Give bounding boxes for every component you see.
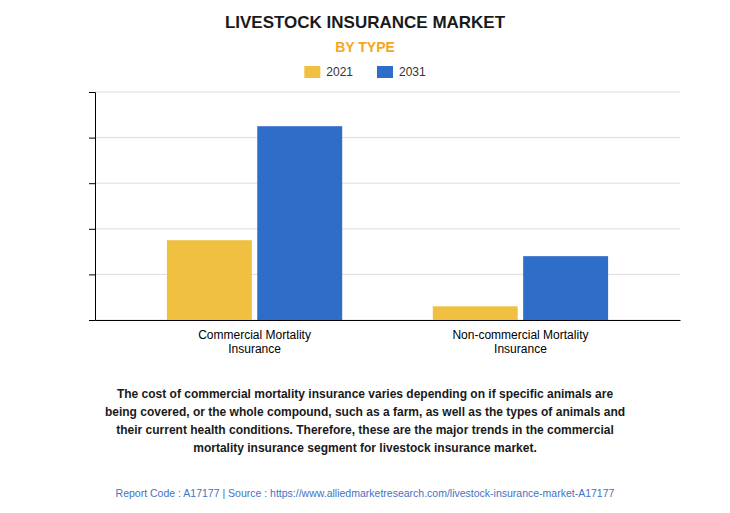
legend: 2021 2031 [304,65,426,79]
y-tick-line [89,183,95,184]
x-axis-line [96,320,681,321]
subtitle: BY TYPE [335,39,395,55]
y-tick [89,320,95,321]
bar [433,306,518,320]
bars [167,126,608,320]
grid [95,92,680,320]
legend-swatch [377,66,393,78]
title: LIVESTOCK INSURANCE MARKET [225,13,506,32]
x-tick-label: Commercial MortalityInsurance [198,328,311,356]
plot: Commercial MortalityInsurance Non-commerc… [89,92,681,356]
chart-container: LIVESTOCK INSURANCE MARKET BY TYPE Commerc… [0,0,730,513]
y-axis-line [89,93,96,321]
y-tick [89,138,95,139]
chart-svg: LIVESTOCK INSURANCE MARKET BY TYPE Commerc… [0,0,730,513]
bar [523,256,608,320]
grid-line [95,183,680,184]
y-tick [89,183,95,184]
y-tick-line [89,229,95,230]
y-tick [89,229,95,230]
y-tick-line [89,138,95,139]
legend-item: 2021 [304,65,353,79]
y-tick-line [89,274,95,275]
legend-label: 2021 [326,65,353,79]
y-tick-line [89,92,95,93]
grid-line [95,92,680,93]
legend-swatch [304,66,320,78]
y-axis [89,93,96,321]
description: The cost of commercial mortality insuran… [105,387,625,455]
x-tick-label: Non-commercial MortalityInsurance [452,328,588,356]
legend-item: 2031 [377,65,426,79]
footer: Report Code : A17177 | Source : https://… [116,487,615,499]
bar [257,126,342,320]
bar [167,240,252,320]
y-tick [89,274,95,275]
legend-label: 2031 [399,65,426,79]
grid-line [95,137,680,138]
x-tick: Non-commercial MortalityInsurance [452,320,588,356]
x-tick: Commercial MortalityInsurance [198,320,311,356]
grid-line [95,228,680,229]
y-tick-line [89,320,95,321]
y-tick [89,92,95,93]
x-axis: Commercial MortalityInsurance Non-commerc… [96,320,681,356]
